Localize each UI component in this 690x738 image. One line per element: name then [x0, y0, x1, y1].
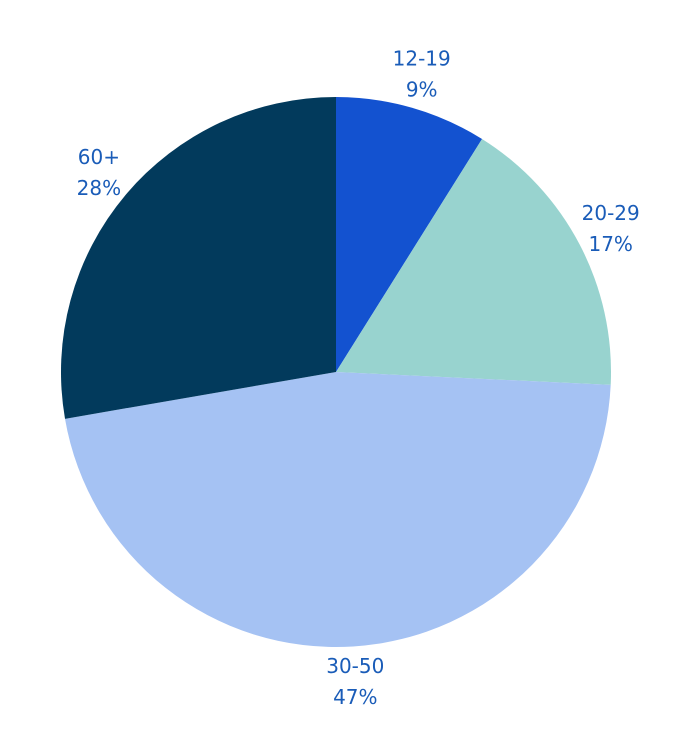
pie-labels: 12-19 9% 20-29 17% 30-50 47% 60+ 28%: [77, 47, 640, 709]
slice-percent-label: 9%: [406, 78, 438, 102]
slice-category-label: 60+: [78, 145, 120, 169]
pie-slice-60: [60, 96, 337, 419]
pie-slice-12-19: [336, 97, 483, 372]
slice-category-label: 12-19: [393, 47, 451, 71]
slice-category-label: 20-29: [582, 201, 640, 225]
pie-slice-20-29: [336, 138, 611, 385]
slice-category-label: 30-50: [326, 654, 384, 678]
slice-percent-label: 47%: [333, 685, 377, 709]
pie-slice-30-50: [65, 372, 611, 648]
slice-percent-label: 28%: [77, 176, 121, 200]
pie-slices: [60, 96, 611, 648]
slice-percent-label: 17%: [588, 232, 632, 256]
